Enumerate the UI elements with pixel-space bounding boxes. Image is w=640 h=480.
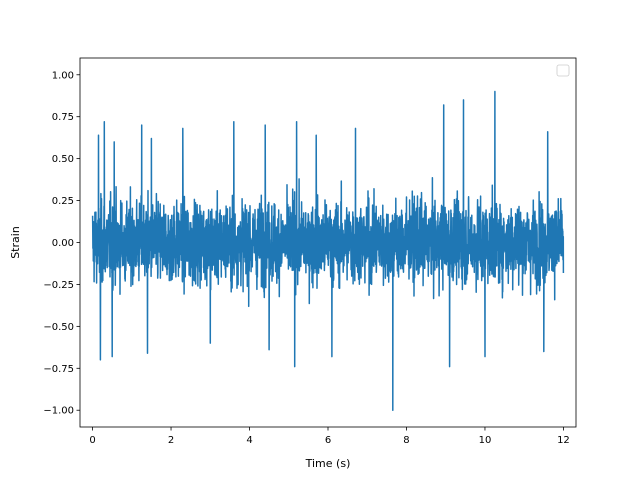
x-tick-label: 12 bbox=[557, 435, 570, 446]
y-tick-label: 0.50 bbox=[52, 154, 74, 165]
y-tick-label: 0.00 bbox=[52, 238, 74, 249]
x-tick-label: 0 bbox=[89, 435, 95, 446]
y-tick-label: 0.75 bbox=[52, 112, 74, 123]
y-tick-label: −0.75 bbox=[43, 364, 74, 375]
x-tick-label: 4 bbox=[246, 435, 252, 446]
y-tick-label: 0.25 bbox=[52, 196, 74, 207]
y-axis: −1.00 −0.75 −0.50 −0.25 0.00 0.25 0.50 0.75 1.00 bbox=[43, 70, 80, 417]
x-axis-label: Time (s) bbox=[305, 457, 351, 470]
x-tick-label: 10 bbox=[479, 435, 492, 446]
y-tick-label: −0.50 bbox=[43, 322, 74, 333]
x-axis: 0 2 4 6 8 10 12 bbox=[89, 427, 570, 446]
x-tick-label: 8 bbox=[403, 435, 409, 446]
y-tick-label: −0.25 bbox=[43, 280, 74, 291]
x-tick-label: 6 bbox=[325, 435, 331, 446]
y-axis-label: Strain bbox=[9, 226, 22, 259]
plot-area bbox=[91, 90, 565, 411]
legend-box bbox=[556, 64, 570, 77]
x-tick-label: 2 bbox=[168, 435, 174, 446]
strain-signal-line bbox=[91, 90, 565, 411]
y-tick-label: −1.00 bbox=[43, 406, 74, 417]
y-tick-label: 1.00 bbox=[52, 70, 74, 81]
